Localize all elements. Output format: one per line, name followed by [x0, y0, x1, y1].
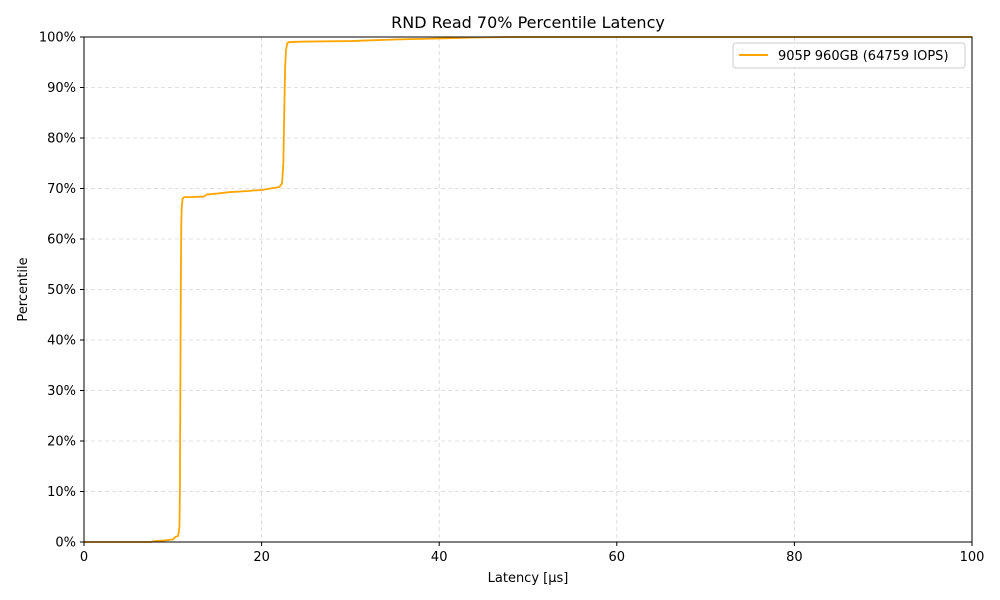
chart-title: RND Read 70% Percentile Latency: [391, 13, 665, 32]
y-tick-label: 80%: [47, 132, 76, 147]
legend-box: [732, 42, 966, 69]
y-tick-label: 60%: [47, 233, 76, 248]
x-tick-label: 40: [431, 550, 448, 565]
x-tick-label: 20: [253, 550, 270, 565]
x-tick-label: 0: [80, 550, 88, 565]
y-axis-label: Percentile: [16, 257, 31, 321]
x-tick-label: 60: [609, 550, 626, 565]
y-tick-label: 30%: [47, 384, 76, 399]
legend: 905P 960GB (64759 IOPS): [732, 42, 966, 69]
x-axis-label: Latency [µs]: [488, 571, 569, 586]
y-tick-label: 0%: [55, 536, 76, 551]
x-tick-label: 100: [960, 550, 985, 565]
y-tick-label: 40%: [47, 334, 76, 349]
y-tick-label: 70%: [47, 182, 76, 197]
y-tick-label: 90%: [47, 81, 76, 96]
y-axis-ticks: 0% 10% 20% 30% 40% 50% 60% 70% 80% 90% 100%: [39, 31, 84, 551]
x-tick-label: 80: [786, 550, 803, 565]
legend-label: 905P 960GB (64759 IOPS): [778, 49, 949, 64]
y-tick-label: 50%: [47, 283, 76, 298]
grid: [83, 36, 973, 543]
y-tick-label: 10%: [47, 485, 76, 500]
x-axis-ticks: 0 20 40 60 80 100: [80, 542, 985, 565]
y-tick-label: 100%: [39, 31, 76, 46]
y-tick-label: 20%: [47, 435, 76, 450]
